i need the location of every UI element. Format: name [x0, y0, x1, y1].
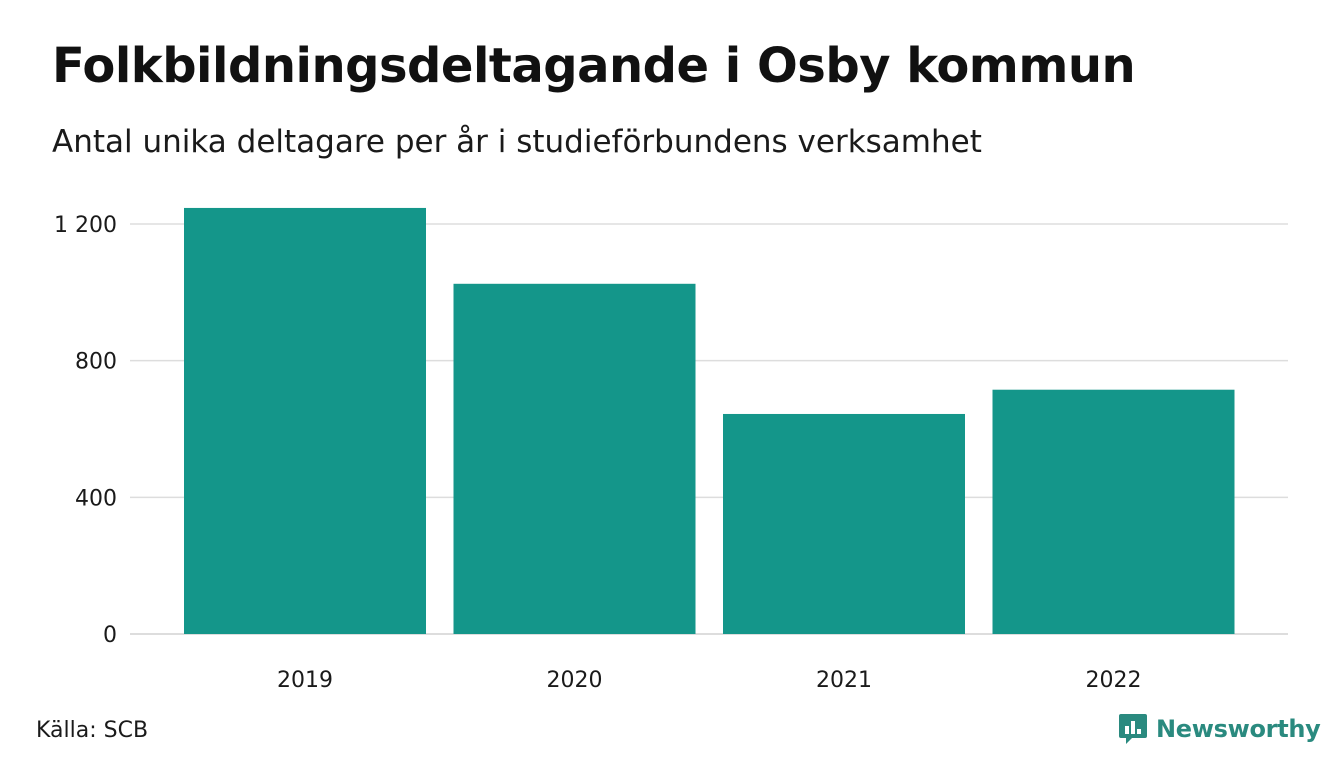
- y-tick-label: 0: [103, 623, 117, 648]
- bar-2021: [723, 413, 965, 634]
- chart-subtitle: Antal unika deltagare per år i studieför…: [52, 124, 982, 160]
- chart-title: Folkbildningsdeltagande i Osby kommun: [52, 38, 1136, 94]
- bar-2022: [992, 389, 1235, 634]
- newsworthy-icon: [1119, 714, 1147, 744]
- bar-2020: [453, 283, 696, 634]
- y-tick-label: 400: [75, 486, 117, 511]
- y-tick-label: 800: [75, 350, 117, 375]
- brand-name: Newsworthy: [1156, 715, 1321, 743]
- x-tick-label: 2022: [1086, 668, 1142, 693]
- source-label: Källa: SCB: [36, 718, 149, 743]
- x-tick-label: 2021: [816, 668, 872, 693]
- bar-2019: [184, 207, 426, 635]
- x-tick-label: 2020: [547, 668, 603, 693]
- y-tick-label: 1 200: [54, 213, 117, 238]
- x-tick-label: 2019: [277, 668, 333, 693]
- newsworthy-logo: Newsworthy: [1118, 712, 1321, 746]
